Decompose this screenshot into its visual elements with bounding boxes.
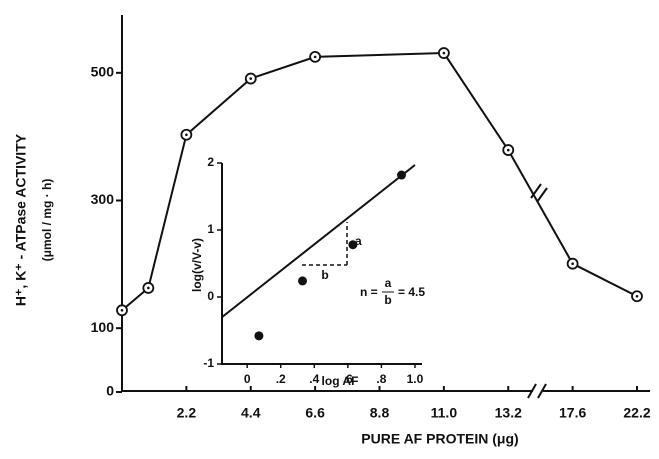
point — [348, 240, 358, 250]
y-axis-unit: (μmol / mg · h) — [40, 179, 54, 262]
x-tick-label: 8.8 — [370, 405, 390, 421]
point — [254, 331, 264, 341]
marker-dot — [442, 51, 446, 55]
inset-y-label: log(v/V-v) — [190, 238, 204, 292]
axis-break — [527, 383, 537, 399]
point — [298, 276, 308, 286]
x-tick-label: 22.2 — [623, 405, 650, 421]
x-tick-label: 6.6 — [305, 405, 325, 421]
inset-x-tick-label: .4 — [309, 372, 319, 386]
x-tick-label: 11.0 — [431, 405, 458, 421]
y-axis-label: H⁺, K⁺ - ATPase ACTIVITY — [13, 133, 29, 306]
marker-dot — [147, 286, 150, 290]
inset-y-tick-label: 0 — [207, 289, 214, 303]
y-tick-label: 100 — [91, 319, 115, 335]
inset-x-tick-label: 1.0 — [407, 372, 424, 386]
inset-x-tick-label: .2 — [276, 372, 286, 386]
axis-break — [537, 383, 547, 399]
inset-x-tick-label: 0 — [244, 372, 251, 386]
label-a: a — [355, 234, 362, 248]
x-tick-label: 2.2 — [177, 405, 197, 421]
inset-x-tick-label: .8 — [376, 372, 386, 386]
x-tick-label: 4.4 — [241, 405, 261, 421]
marker-dot — [120, 308, 124, 312]
y-tick-label: 0 — [106, 383, 114, 399]
inset-x-label: log AF — [322, 374, 359, 388]
line-break — [536, 187, 548, 203]
marker-dot — [571, 262, 574, 265]
x-axis-label: PURE AF PROTEIN (μg) — [361, 431, 518, 447]
marker-dot — [249, 77, 253, 80]
formula-a: a — [385, 276, 392, 290]
inset-x-tick-label: .6 — [343, 372, 353, 386]
inset-y-tick-label: 2 — [207, 155, 214, 169]
marker-dot — [635, 294, 639, 298]
y-tick-label: 500 — [91, 64, 115, 80]
fit-line — [221, 164, 416, 318]
formula-b: b — [384, 293, 391, 307]
inset-y-tick-label: 1 — [207, 222, 214, 236]
y-tick-label: 300 — [91, 191, 115, 207]
point — [397, 170, 407, 180]
x-tick-label: 13.2 — [495, 405, 522, 421]
line-break — [530, 183, 542, 199]
marker-dot — [185, 133, 188, 137]
marker-dot — [313, 55, 317, 59]
label-b: b — [321, 268, 328, 282]
formula-n: n = — [360, 285, 378, 299]
formula-value: = 4.5 — [398, 285, 425, 299]
marker-dot — [506, 148, 510, 152]
x-tick-label: 17.6 — [559, 405, 586, 421]
inset-y-tick-label: -1 — [203, 356, 214, 370]
